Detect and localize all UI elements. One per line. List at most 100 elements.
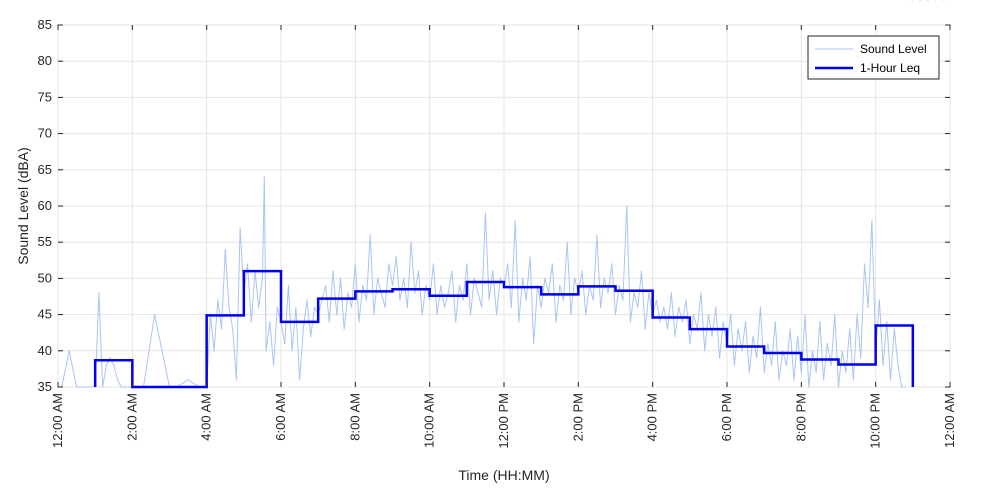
sound-level-point xyxy=(789,328,791,330)
x-axis-ticks: 12:00 AM 2:00 AM 4:00 AM 6:00 AM 8:00 AM 10:0… xyxy=(50,25,957,449)
sound-level-point xyxy=(596,234,598,236)
sound-level-point xyxy=(871,219,873,222)
sound-level-point xyxy=(912,0,914,1)
sound-level-point xyxy=(774,321,776,323)
sound-level-point xyxy=(120,386,122,388)
sound-level-point xyxy=(507,263,509,265)
sound-level-point xyxy=(562,299,565,301)
sound-level-point xyxy=(347,292,349,294)
sound-level-point xyxy=(484,212,487,214)
sound-level-point xyxy=(440,285,442,287)
sound-level-point xyxy=(68,350,70,352)
sound-level-point xyxy=(581,270,583,272)
sound-level-point xyxy=(284,342,286,345)
sound-level-point xyxy=(325,285,327,287)
sound-level-point xyxy=(109,357,111,359)
x-tick-label: 8:00 AM xyxy=(347,393,362,441)
sound-level-point xyxy=(793,379,795,381)
x-axis-label: Time (HH:MM) xyxy=(458,467,549,483)
sound-level-point xyxy=(328,321,330,323)
sound-level-point xyxy=(919,0,921,1)
sound-level-point xyxy=(310,335,312,337)
sound-level-point xyxy=(640,270,643,272)
sound-level-point xyxy=(298,379,301,381)
sound-level-point xyxy=(763,371,765,374)
sound-level-point xyxy=(384,306,386,308)
sound-level-point xyxy=(622,299,624,301)
sound-level-point xyxy=(718,357,721,359)
sound-level-point xyxy=(704,350,706,352)
sound-level-point xyxy=(365,299,368,301)
sound-level-point xyxy=(741,350,743,352)
sound-level-point xyxy=(618,285,620,287)
x-tick-label: 6:00 AM xyxy=(273,393,288,441)
sound-level-point xyxy=(889,379,892,381)
sound-level-point xyxy=(551,263,553,265)
sound-level-point xyxy=(425,285,427,287)
sound-level-point xyxy=(644,328,646,330)
sound-level-point xyxy=(269,321,271,323)
sound-level-point xyxy=(529,256,531,258)
x-tick-label: 8:00 PM xyxy=(793,393,808,441)
sound-level-point xyxy=(224,248,226,251)
legend: Sound Level 1-Hour Leq xyxy=(807,35,940,80)
sound-level-point xyxy=(514,219,516,222)
sound-level-point xyxy=(261,277,264,279)
sound-level-point xyxy=(495,314,498,316)
sound-level-point xyxy=(674,335,676,337)
y-tick-label: 65 xyxy=(38,162,52,177)
x-tick-label: 12:00 PM xyxy=(496,393,511,449)
x-tick-label: 2:00 PM xyxy=(570,393,585,441)
y-tick-label: 80 xyxy=(38,53,52,68)
sound-level-point xyxy=(358,321,360,323)
sound-level-point xyxy=(841,350,843,352)
y-tick-label: 40 xyxy=(38,343,52,358)
sound-level-point xyxy=(263,176,265,178)
sound-level-point xyxy=(154,314,156,316)
sound-level-point xyxy=(648,292,650,294)
series-1-hour-leq xyxy=(93,269,915,389)
y-tick-label: 45 xyxy=(38,307,52,322)
sound-level-point xyxy=(600,306,602,308)
sound-level-point xyxy=(759,306,762,308)
sound-level-point xyxy=(451,270,453,272)
sound-level-point xyxy=(421,314,423,316)
x-tick-label: 12:00 AM xyxy=(942,393,957,448)
sound-level-point xyxy=(362,285,364,287)
sound-level-point xyxy=(395,256,397,258)
legend-label-1-hour-leq: 1-Hour Leq xyxy=(860,61,920,75)
sound-level-point xyxy=(941,0,944,1)
sound-level-point xyxy=(258,306,260,308)
sound-level-point xyxy=(834,314,836,316)
sound-level-point xyxy=(771,364,773,366)
sound-level-point xyxy=(681,321,684,323)
sound-level-point xyxy=(492,270,494,272)
y-tick-label: 55 xyxy=(38,234,52,249)
sound-level-point xyxy=(510,306,513,308)
sound-level-point xyxy=(882,364,884,366)
sound-level-point xyxy=(410,241,412,243)
sound-level-point xyxy=(752,335,754,337)
sound-level-point xyxy=(429,299,431,301)
sound-level-point xyxy=(663,306,665,308)
sound-level-point xyxy=(391,285,394,287)
sound-level-point xyxy=(585,314,587,316)
x-tick-label: 12:00 AM xyxy=(50,393,65,448)
sound-level-point xyxy=(655,299,657,301)
sound-level-point xyxy=(685,299,687,301)
sound-level-point xyxy=(373,314,375,316)
sound-level-point xyxy=(246,263,249,265)
sound-level-point xyxy=(819,321,821,323)
y-tick-label: 50 xyxy=(38,270,52,285)
sound-level-point xyxy=(689,342,691,345)
sound-level-point xyxy=(228,306,230,308)
sound-level-point xyxy=(414,292,416,294)
sound-level-point xyxy=(399,299,401,301)
sound-level-point xyxy=(518,321,520,323)
sound-level-point xyxy=(837,386,840,388)
sound-level-point xyxy=(250,321,252,323)
sound-level-point xyxy=(332,270,334,272)
sound-level-point xyxy=(87,386,89,388)
sound-level-point xyxy=(295,306,297,308)
sound-level-point xyxy=(692,314,695,316)
